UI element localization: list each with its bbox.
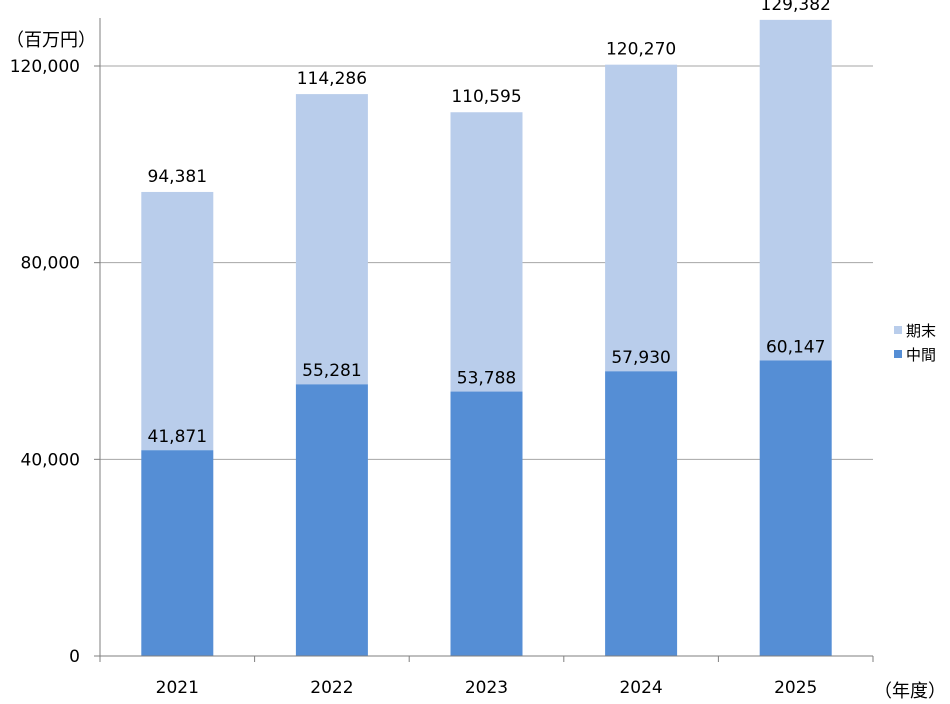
y-tick-label-2: 80,000: [21, 254, 80, 274]
x-tick-label-2023: 2023: [465, 678, 508, 698]
x-tick-label-2025: 2025: [774, 678, 817, 698]
bar-kimatsu-2022: [295, 94, 368, 385]
bar-chukan-2024: [605, 371, 678, 656]
bar-chukan-2022: [295, 384, 368, 656]
data-labels: 41,871 94,381 55,281 114,286 53,788 110,595 57…: [148, 0, 831, 447]
bar-kimatsu-2023: [450, 112, 523, 392]
bar-chukan-2021: [141, 450, 214, 656]
data-label-total-2022: 114,286: [297, 69, 367, 89]
data-label-chukan-2022: 55,281: [302, 361, 361, 381]
legend-swatch-chukan: [894, 350, 902, 358]
x-tick-label-2021: 2021: [156, 678, 199, 698]
bar-chukan-2023: [450, 391, 523, 656]
x-axis-unit-label: （年度）: [874, 681, 946, 702]
data-label-chukan-2024: 57,930: [611, 348, 670, 368]
y-tick-label-1: 40,000: [21, 450, 80, 470]
data-label-total-2021: 94,381: [148, 167, 207, 187]
data-label-total-2024: 120,270: [606, 40, 676, 60]
tick-labels: 0 40,000 80,000 120,000 2021 2022 2023 2024 2025: [10, 57, 818, 698]
bar-chukan-2025: [759, 360, 832, 656]
bar-kimatsu-2025: [759, 19, 832, 361]
legend-label-chukan: 中間: [906, 346, 936, 364]
bar-kimatsu-2024: [605, 64, 678, 372]
bar-kimatsu-2021: [141, 191, 214, 451]
axes: [94, 18, 874, 662]
data-label-chukan-2023: 53,788: [457, 369, 516, 389]
data-label-total-2025: 129,382: [761, 0, 831, 15]
legend-label-kimatsu: 期末: [906, 322, 936, 340]
y-tick-label-3: 120,000: [10, 57, 80, 77]
data-label-chukan-2025: 60,147: [766, 337, 825, 357]
bars: [141, 19, 832, 656]
x-tick-label-2022: 2022: [310, 678, 353, 698]
y-tick-label-0: 0: [69, 647, 80, 667]
data-label-chukan-2021: 41,871: [148, 427, 207, 447]
y-axis-unit-label: （百万円）: [6, 30, 96, 51]
data-label-total-2023: 110,595: [451, 87, 521, 107]
legend-swatch-kimatsu: [894, 326, 902, 334]
x-tick-label-2024: 2024: [619, 678, 662, 698]
